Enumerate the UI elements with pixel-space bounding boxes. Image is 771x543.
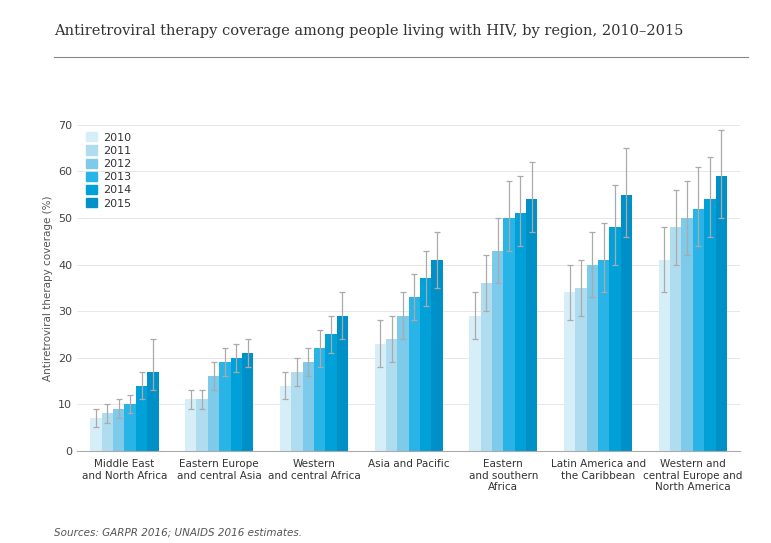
Y-axis label: Antiretroviral therapy coverage (%): Antiretroviral therapy coverage (%) bbox=[42, 195, 52, 381]
Bar bbox=[302, 362, 314, 451]
Bar bbox=[587, 264, 598, 451]
Bar bbox=[480, 283, 492, 451]
Bar bbox=[515, 213, 526, 451]
Bar bbox=[242, 353, 254, 451]
Bar bbox=[420, 279, 431, 451]
Bar bbox=[503, 218, 515, 451]
Bar bbox=[609, 228, 621, 451]
Bar bbox=[102, 413, 113, 451]
Bar bbox=[231, 358, 242, 451]
Bar bbox=[492, 250, 503, 451]
Bar bbox=[682, 218, 693, 451]
Bar bbox=[409, 297, 420, 451]
Bar bbox=[397, 315, 409, 451]
Bar bbox=[124, 404, 136, 451]
Text: Antiretroviral therapy coverage among people living with HIV, by region, 2010–20: Antiretroviral therapy coverage among pe… bbox=[54, 24, 683, 39]
Bar bbox=[575, 288, 587, 451]
Bar bbox=[197, 400, 208, 451]
Bar bbox=[670, 228, 682, 451]
Bar bbox=[598, 260, 609, 451]
Bar bbox=[325, 334, 337, 451]
Bar bbox=[185, 400, 197, 451]
Bar bbox=[386, 339, 397, 451]
Bar bbox=[470, 315, 480, 451]
Bar bbox=[658, 260, 670, 451]
Bar bbox=[219, 362, 231, 451]
Bar bbox=[136, 386, 147, 451]
Bar bbox=[526, 199, 537, 451]
Bar bbox=[375, 344, 386, 451]
Bar bbox=[280, 386, 291, 451]
Bar bbox=[337, 315, 348, 451]
Bar bbox=[564, 293, 575, 451]
Bar bbox=[704, 199, 715, 451]
Bar bbox=[291, 371, 302, 451]
Legend: 2010, 2011, 2012, 2013, 2014, 2015: 2010, 2011, 2012, 2013, 2014, 2015 bbox=[86, 132, 131, 209]
Bar bbox=[208, 376, 219, 451]
Bar bbox=[431, 260, 443, 451]
Bar bbox=[693, 209, 704, 451]
Bar bbox=[314, 348, 325, 451]
Bar bbox=[113, 409, 124, 451]
Text: Sources: GARPR 2016; UNAIDS 2016 estimates.: Sources: GARPR 2016; UNAIDS 2016 estimat… bbox=[54, 528, 302, 538]
Bar bbox=[90, 418, 102, 451]
Bar bbox=[147, 371, 159, 451]
Bar bbox=[715, 176, 727, 451]
Bar bbox=[621, 195, 632, 451]
